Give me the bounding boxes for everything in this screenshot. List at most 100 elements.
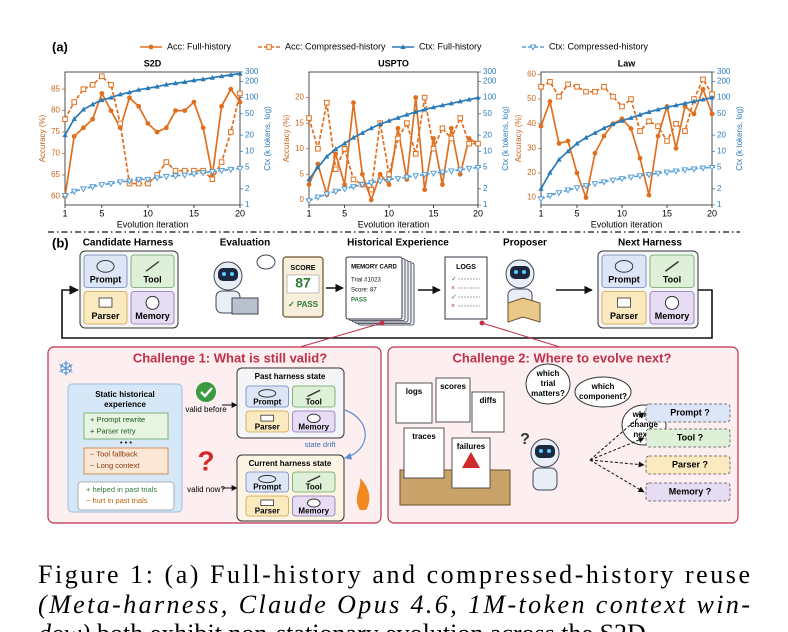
x-tick-label: 15: [189, 208, 199, 218]
data-point: [324, 153, 330, 159]
y2-tick-label: 10: [245, 146, 254, 155]
component-tile: [649, 254, 695, 288]
feedback-loop: [61, 285, 713, 339]
data-point: [368, 186, 375, 193]
data-point: [538, 123, 544, 129]
state-title: Past harness state: [255, 372, 326, 381]
data-point: [601, 133, 607, 139]
helped-box: [83, 412, 169, 440]
y2-tick-label: 200: [483, 77, 497, 86]
component-tile: [292, 385, 336, 408]
data-point: [430, 170, 437, 178]
data-point: [358, 182, 366, 189]
data-point: [699, 165, 707, 172]
data-point: [395, 125, 401, 131]
data-point: [144, 176, 152, 184]
series-line: [64, 87, 241, 197]
y-axis-label: Accuracy (%): [282, 114, 291, 162]
data-point: [395, 115, 401, 120]
hurt-box: [83, 447, 169, 475]
y2-tick-label: 2: [717, 184, 722, 193]
icon: [664, 260, 680, 272]
data-point: [70, 188, 78, 196]
data-point: [691, 111, 697, 117]
pile-label: diffs: [480, 396, 497, 405]
option-label: Tool ?: [677, 432, 703, 442]
data-point: [342, 182, 347, 187]
data-point: [655, 123, 661, 129]
data-point: [350, 134, 357, 140]
history-item: + Parser retry: [90, 426, 136, 435]
y2-tick-label: 50: [245, 109, 254, 118]
data-point: [126, 178, 133, 185]
data-point: [332, 188, 340, 196]
y-tick-label: 30: [527, 143, 536, 152]
component-label: Tool: [663, 275, 681, 285]
data-point: [466, 140, 472, 147]
option-label: Parser ?: [672, 459, 708, 469]
data-point: [367, 180, 375, 187]
component-label: Parser: [91, 311, 120, 321]
legend-item: + helped in past trials: [86, 485, 157, 494]
history-item: • • •: [120, 438, 132, 447]
data-point: [368, 125, 374, 131]
data-point: [154, 83, 160, 89]
data-point: [323, 99, 330, 106]
data-point: [547, 99, 553, 104]
component-label: Parser: [255, 422, 280, 431]
data-point: [664, 138, 670, 144]
robot-body: [532, 467, 558, 491]
caption-line: dow) both exhibit non-stationary evolutio…: [38, 619, 646, 632]
data-point: [655, 106, 661, 112]
legend-label: Acc: Compressed-history: [285, 41, 386, 51]
y2-tick-label: 5: [245, 163, 250, 172]
robot-eye: [547, 449, 551, 453]
icon: [96, 260, 115, 273]
legend-marker: [529, 44, 537, 51]
data-point: [332, 166, 339, 172]
data-point: [89, 82, 96, 88]
data-point: [71, 133, 77, 139]
valid-now: valid now?: [187, 485, 225, 494]
x-tick-label: 5: [99, 208, 104, 218]
component-label: Prompt: [608, 275, 640, 285]
component-label: Tool: [143, 275, 161, 285]
data-point: [628, 126, 634, 132]
log-mark: ×: [451, 285, 455, 292]
legend-label: Ctx: Compressed-history: [549, 41, 649, 51]
y2-tick-label: 20: [717, 130, 726, 139]
caption: Figure 1: (a) Full-history and compresse…: [38, 560, 750, 632]
data-point: [209, 74, 215, 80]
y2-tick-label: 300: [717, 67, 731, 76]
memory-card-title: MEMORY CARD: [351, 265, 397, 271]
data-point: [359, 130, 365, 135]
data-point: [394, 176, 402, 183]
data-point: [172, 173, 179, 180]
logs-label: LOGS: [456, 264, 476, 271]
y2-tick-label: 1: [245, 200, 250, 209]
x-tick-label: 5: [342, 208, 347, 218]
callout-dot: [479, 320, 485, 326]
data-point: [663, 169, 671, 176]
warning-icon: [462, 452, 480, 468]
data-point: [412, 173, 420, 180]
x-tick-label: 20: [235, 208, 245, 218]
data-point: [457, 171, 463, 177]
thought-text: change: [630, 420, 659, 429]
data-point: [228, 72, 234, 77]
data-point: [80, 86, 87, 92]
x-tick-label: 5: [574, 208, 579, 218]
option-box: [645, 482, 731, 502]
data-point: [404, 111, 410, 117]
data-point: [600, 179, 608, 186]
series-line: [540, 86, 713, 201]
y-tick-label: 20: [295, 93, 304, 102]
data-point: [583, 88, 589, 95]
data-point: [350, 184, 357, 191]
data-point: [323, 191, 331, 198]
data-point: [439, 102, 446, 108]
static-label: Static historical: [95, 390, 155, 399]
y2-tick-label: 200: [717, 77, 731, 86]
